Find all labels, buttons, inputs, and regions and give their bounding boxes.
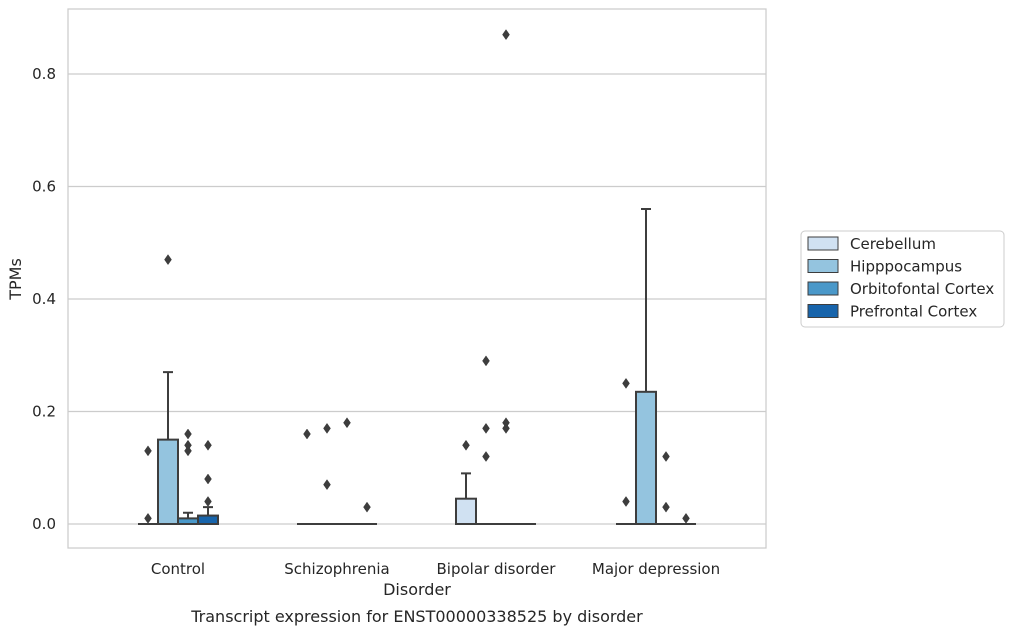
x-tick-label: Schizophrenia	[284, 560, 389, 578]
box-hipppocampus	[635, 208, 657, 525]
outlier-point	[323, 479, 331, 491]
outlier-point	[144, 512, 152, 524]
outlier-point	[502, 29, 510, 41]
outlier-point	[363, 501, 371, 513]
y-axis-ticks: 0.0 0.2 0.4 0.6 0.8	[32, 65, 56, 533]
y-tick-label: 0.8	[32, 65, 56, 83]
y-tick-label: 0.6	[32, 178, 56, 196]
outlier-point	[303, 428, 311, 440]
legend-label: Cerebellum	[850, 235, 936, 253]
box-body	[635, 390, 657, 525]
plot-area-frame	[67, 8, 767, 549]
outlier-point	[184, 428, 192, 440]
outlier-point	[482, 422, 490, 434]
x-tick-label: Major depression	[592, 560, 720, 578]
outlier-point	[622, 377, 630, 389]
legend-item: Orbitofontal Cortex	[807, 280, 994, 298]
y-axis-label: TPMs	[6, 258, 25, 301]
outlier-point	[482, 451, 490, 462]
legend-swatch	[807, 304, 839, 318]
outlier-point	[144, 445, 152, 457]
outlier-point	[204, 496, 212, 507]
box-body	[197, 514, 219, 525]
x-tick-label: Control	[151, 560, 205, 578]
box-cerebellum	[455, 472, 477, 525]
box-prefrontal-cortex	[197, 506, 219, 525]
outlier-point	[502, 422, 510, 434]
legend-item: Hipppocampus	[807, 258, 962, 276]
outlier-point	[323, 422, 331, 434]
outlier-point	[184, 445, 192, 457]
outlier-point	[184, 439, 192, 451]
outlier-point	[682, 512, 690, 524]
outlier-point	[204, 439, 212, 451]
outlier-point	[662, 501, 670, 513]
box-body	[455, 497, 477, 525]
box-hipppocampus	[157, 371, 179, 525]
outlier-point	[622, 496, 630, 507]
outlier-point	[343, 417, 351, 429]
legend-label: Hipppocampus	[850, 258, 962, 276]
x-tick-label: Bipolar disorder	[437, 560, 557, 578]
outlier-point	[502, 417, 510, 429]
outlier-point	[204, 473, 212, 485]
legend-swatch	[807, 236, 839, 251]
outliers	[144, 29, 690, 524]
y-tick-label: 0.0	[32, 515, 56, 533]
legend-label: Prefrontal Cortex	[850, 303, 977, 321]
chart-caption: Transcript expression for ENST0000033852…	[190, 607, 643, 626]
outlier-point	[462, 439, 470, 451]
legend-label: Orbitofontal Cortex	[850, 280, 994, 298]
outlier-point	[482, 355, 490, 367]
boxes	[138, 208, 696, 525]
legend-frame	[800, 230, 1005, 328]
legend-item: Cerebellum	[807, 235, 936, 253]
outlier-point	[662, 451, 670, 462]
box-body	[157, 438, 179, 525]
legend-item: Prefrontal Cortex	[807, 303, 977, 321]
x-axis-label: Disorder	[383, 580, 451, 599]
legend-swatch	[807, 259, 839, 273]
y-tick-label: 0.4	[32, 290, 56, 308]
outlier-point	[164, 254, 172, 266]
legend: Cerebellum Hipppocampus Orbitofontal Corte…	[800, 230, 1005, 328]
y-tick-label: 0.2	[32, 403, 56, 421]
box-orbitofontal-cortex	[177, 511, 199, 525]
legend-swatch	[807, 281, 839, 296]
x-axis-ticks: Control Schizophrenia Bipolar disorder Majo…	[151, 560, 720, 578]
